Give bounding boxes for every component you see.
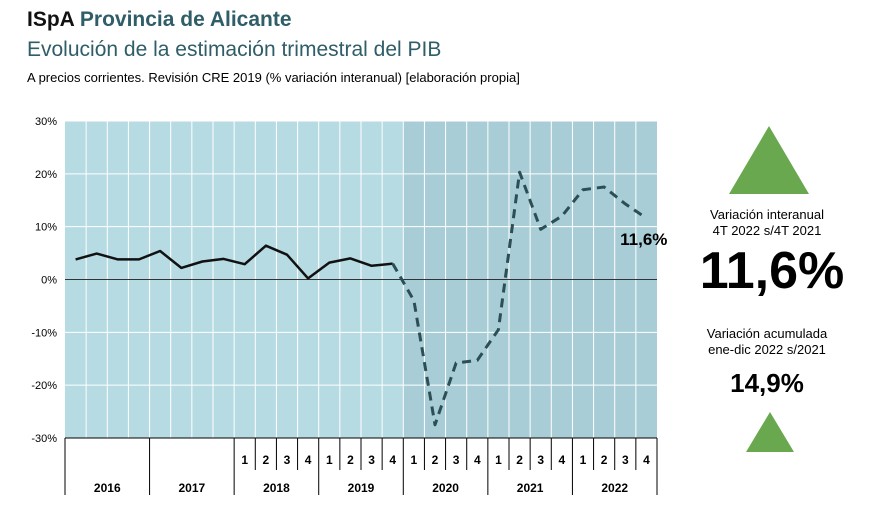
x-year-label: 2022	[601, 481, 628, 495]
brand-name: ISpA	[27, 8, 75, 31]
interannual-label-line1: Variación interanual	[710, 207, 824, 222]
x-year-label: 2021	[517, 481, 544, 495]
x-quarter-label: 2	[263, 453, 270, 467]
province-name: Provincia de Alicante	[79, 8, 292, 31]
x-quarter-label: 4	[643, 453, 650, 467]
x-quarter-label: 4	[474, 453, 481, 467]
y-tick-label: 30%	[35, 116, 57, 128]
cumulative-value: 14,9%	[730, 368, 804, 398]
x-quarter-label: 2	[601, 453, 608, 467]
y-tick-label: 20%	[35, 169, 57, 181]
x-year-label: 2018	[263, 481, 290, 495]
x-quarter-label: 3	[622, 453, 629, 467]
up-arrow-small-icon	[746, 412, 794, 452]
x-year-label: 2019	[348, 481, 375, 495]
cumulative-label-line1: Variación acumulada	[706, 326, 828, 341]
y-tick-label: -10%	[31, 327, 57, 339]
x-year-label: 2017	[179, 481, 206, 495]
up-triangle-icon	[729, 126, 809, 194]
x-year-label: 2016	[94, 481, 121, 495]
y-tick-label: -20%	[31, 380, 57, 392]
x-quarter-label: 3	[453, 453, 460, 467]
interannual-label: Variación interanual 4T 2022 s/4T 2021	[686, 207, 848, 239]
y-tick-label: 0%	[41, 275, 57, 287]
x-quarter-label: 1	[580, 453, 587, 467]
up-triangle-small-icon	[746, 412, 794, 452]
cumulative-label: Variación acumulada ene-dic 2022 s/2021	[686, 326, 848, 358]
x-quarter-label: 4	[389, 453, 396, 467]
interannual-label-line2: 4T 2022 s/4T 2021	[712, 223, 822, 238]
y-tick-label: -30%	[31, 433, 57, 445]
x-quarter-label: 4	[559, 453, 566, 467]
x-year-label: 2020	[432, 481, 459, 495]
x-quarter-label: 1	[241, 453, 248, 467]
x-quarter-label: 2	[347, 453, 354, 467]
interannual-value: 11,6%	[699, 242, 845, 300]
dashed-series-line	[391, 170, 648, 427]
chart-title: Evolución de la estimación trimestral de…	[27, 38, 442, 61]
y-tick-label: 10%	[35, 222, 57, 234]
last-value-label: 11,6%	[620, 230, 667, 249]
x-quarter-label: 2	[516, 453, 523, 467]
x-quarter-label: 3	[537, 453, 544, 467]
chart-subtitle: A precios corrientes. Revisión CRE 2019 …	[27, 70, 520, 85]
x-quarter-label: 1	[411, 453, 418, 467]
x-quarter-label: 3	[284, 453, 291, 467]
report-title: ISpA Provincia de Alicante	[27, 8, 292, 32]
x-quarter-label: 1	[495, 453, 502, 467]
x-quarter-label: 1	[326, 453, 333, 467]
up-arrow-icon	[729, 126, 809, 194]
solid-series-line	[75, 244, 393, 280]
x-quarter-label: 3	[368, 453, 375, 467]
x-quarter-label: 4	[305, 453, 312, 467]
x-quarter-label: 2	[432, 453, 439, 467]
cumulative-label-line2: ene-dic 2022 s/2021	[708, 342, 826, 357]
